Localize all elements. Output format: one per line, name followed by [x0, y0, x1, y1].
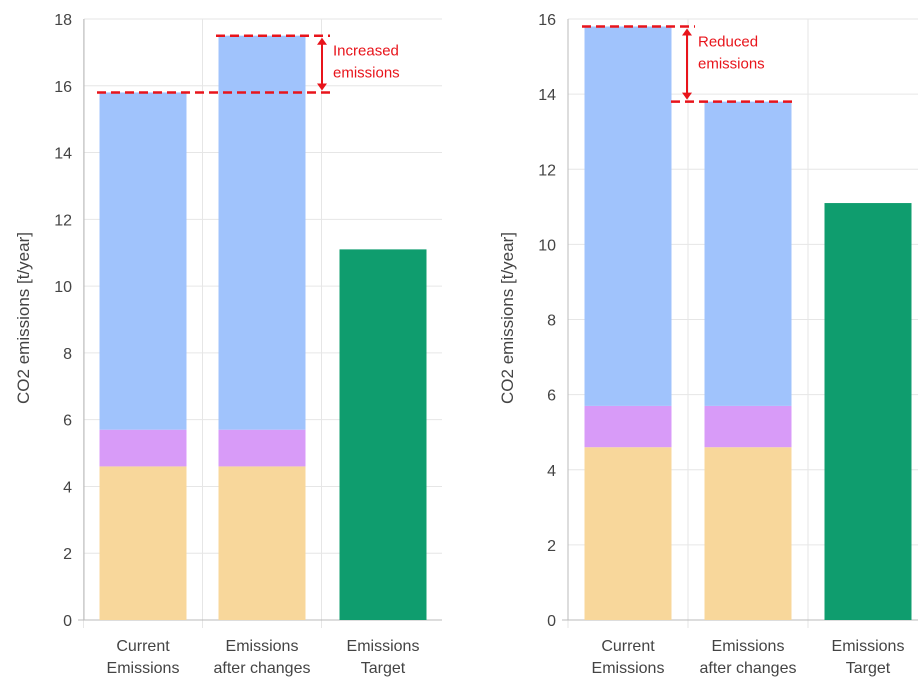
- y-tick-label: 4: [63, 479, 72, 496]
- x-category-label: Emissions Target: [832, 638, 905, 677]
- y-tick-label: 16: [54, 79, 72, 96]
- y-tick-label: 6: [63, 413, 72, 430]
- bar-segment-base: [704, 447, 792, 620]
- annotation-arrowhead-down: [317, 83, 327, 91]
- bar-segment-top: [218, 35, 306, 430]
- bar-segment-target: [824, 203, 912, 620]
- x-category-label: Emissions after changes: [214, 638, 311, 677]
- bar-segment-middle: [99, 429, 187, 467]
- y-tick-label: 0: [547, 613, 556, 630]
- y-tick-label: 8: [547, 313, 556, 330]
- annotation-label: Reduced emissions: [698, 34, 765, 73]
- chart-increased-emissions: CO2 emissions [t/year] 0 2 4 6 8 10 12 14 16 18 Cu…: [14, 12, 442, 677]
- y-axis-title: CO2 emissions [t/year]: [14, 232, 33, 404]
- y-tick-label: 18: [54, 12, 72, 29]
- y-tick-label: 0: [63, 613, 72, 630]
- x-category-label: Current Emissions: [107, 638, 180, 677]
- bar-segment-top: [99, 92, 187, 430]
- bar-segment-middle: [218, 429, 306, 467]
- annotation-arrowhead-up: [682, 28, 692, 36]
- y-tick-label: 2: [63, 546, 72, 563]
- bar-segment-middle: [584, 405, 672, 448]
- y-axis-title: CO2 emissions [t/year]: [498, 232, 517, 404]
- bar-segment-top: [584, 26, 672, 406]
- y-tick-label: 10: [538, 237, 556, 254]
- y-tick-label: 14: [538, 87, 556, 104]
- y-tick-label: 14: [54, 146, 72, 163]
- chart-reduced-emissions: CO2 emissions [t/year] 0 2 4 6 8 10 12 14 16 Curr…: [498, 12, 918, 677]
- x-category-label: Current Emissions: [592, 638, 665, 677]
- bar-segment-base: [218, 466, 306, 620]
- y-tick-label: 10: [54, 279, 72, 296]
- annotation-label: Increased emissions: [333, 43, 400, 82]
- y-tick-label: 4: [547, 463, 556, 480]
- y-tick-label: 12: [54, 212, 72, 229]
- y-tick-label: 8: [63, 346, 72, 363]
- y-tick-label: 2: [547, 538, 556, 555]
- y-tick-label: 16: [538, 12, 556, 29]
- y-tick-label: 6: [547, 388, 556, 405]
- bar-segment-target: [339, 249, 427, 620]
- annotation-arrowhead-up: [317, 37, 327, 45]
- bar-segment-top: [704, 101, 792, 406]
- bar-segment-middle: [704, 405, 792, 448]
- bar-segment-base: [584, 447, 672, 620]
- annotation-arrowhead-down: [682, 92, 692, 100]
- bar-segment-base: [99, 466, 187, 620]
- x-category-label: Emissions after changes: [700, 638, 797, 677]
- y-tick-label: 12: [538, 162, 556, 179]
- x-category-label: Emissions Target: [347, 638, 420, 677]
